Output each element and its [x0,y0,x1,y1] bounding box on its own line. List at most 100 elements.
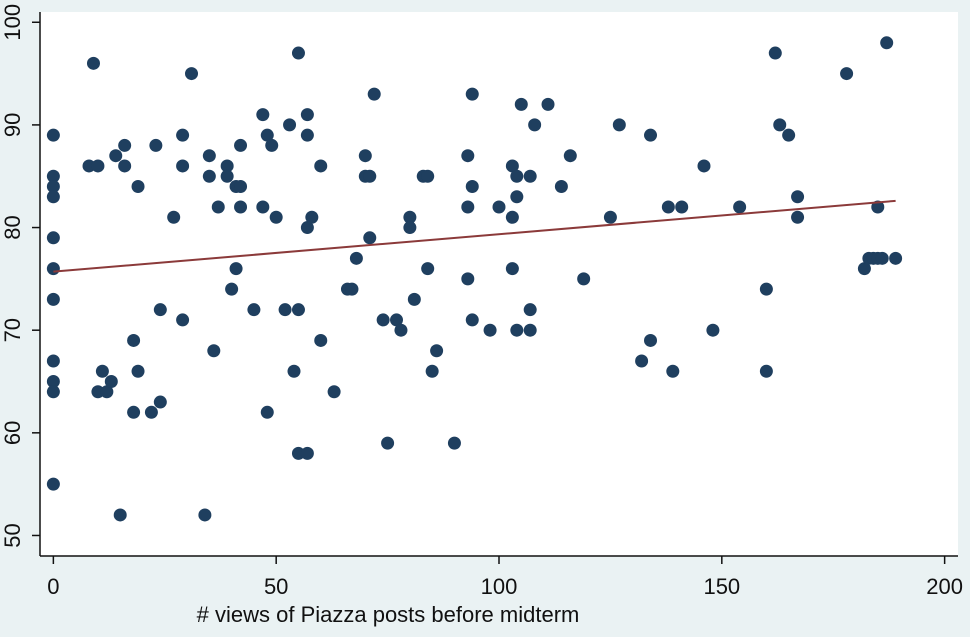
data-point [358,149,372,163]
data-point [314,159,328,173]
data-point [291,46,305,60]
data-point [782,128,796,142]
data-point [202,169,216,183]
data-point [46,375,60,389]
y-tick-label: 100 [0,4,25,41]
data-point [234,138,248,152]
data-point [510,169,524,183]
data-point [577,272,591,286]
data-point [260,405,274,419]
data-point [256,108,270,122]
data-point [675,200,689,214]
data-point [283,118,297,132]
y-tick-label: 80 [0,215,25,239]
data-point [505,210,519,224]
data-point [603,210,617,224]
data-point [46,262,60,276]
data-point [483,323,497,337]
data-point [541,97,555,111]
data-point [465,313,479,327]
data-point [644,128,658,142]
data-point [505,262,519,276]
data-point [505,159,519,173]
x-tick-label: 100 [481,574,518,599]
data-point [46,179,60,193]
data-point [514,97,528,111]
y-ticks: 50 60 70 80 90 100 [0,4,40,548]
data-point [131,364,145,378]
data-point [376,313,390,327]
data-point [875,251,889,265]
data-point [523,323,537,337]
data-point [104,375,118,389]
data-point [46,385,60,399]
data-point [390,313,404,327]
data-point [461,200,475,214]
data-point [127,405,141,419]
data-point [109,149,123,163]
data-point [666,364,680,378]
data-point [857,262,871,276]
data-point [176,313,190,327]
data-point [314,333,328,347]
data-point [153,303,167,317]
data-point [447,436,461,450]
data-point [461,149,475,163]
data-point [300,108,314,122]
data-point [300,128,314,142]
data-point [407,292,421,306]
x-tick-label: 150 [703,574,740,599]
data-point [345,282,359,296]
data-point [291,446,305,460]
data-point [421,169,435,183]
data-point [363,169,377,183]
plot-area [40,12,958,556]
data-point [430,344,444,358]
data-point [510,323,524,337]
data-point [211,200,225,214]
data-point [759,364,773,378]
data-point [363,231,377,245]
data-point [889,251,903,265]
data-point [880,36,894,50]
y-tick-label: 70 [0,318,25,342]
data-point [403,210,417,224]
data-point [305,210,319,224]
data-point [91,159,105,173]
data-point [612,118,626,132]
data-point [91,385,105,399]
data-point [118,159,132,173]
data-point [635,354,649,368]
data-point [118,138,132,152]
fit-line [53,199,896,273]
data-point [95,364,109,378]
data-point [300,221,314,235]
data-point [510,190,524,204]
data-point [773,118,787,132]
data-point [791,190,805,204]
data-point [100,385,114,399]
x-axis-title: # views of Piazza posts before midterm [197,602,580,627]
data-point [528,118,542,132]
data-point [367,87,381,101]
data-point [421,262,435,276]
data-point [733,200,747,214]
data-point [759,282,773,296]
data-point [327,385,341,399]
data-point [234,200,248,214]
data-point [563,149,577,163]
data-point [871,200,885,214]
data-point [86,56,100,70]
data-point [644,333,658,347]
data-point [465,87,479,101]
data-point [220,159,234,173]
data-point [260,128,274,142]
data-point [247,303,261,317]
data-point [176,159,190,173]
data-point [185,67,199,81]
data-point [554,179,568,193]
x-tick-label: 0 [47,574,59,599]
data-point [661,200,675,214]
data-point [492,200,506,214]
data-point [349,251,363,265]
